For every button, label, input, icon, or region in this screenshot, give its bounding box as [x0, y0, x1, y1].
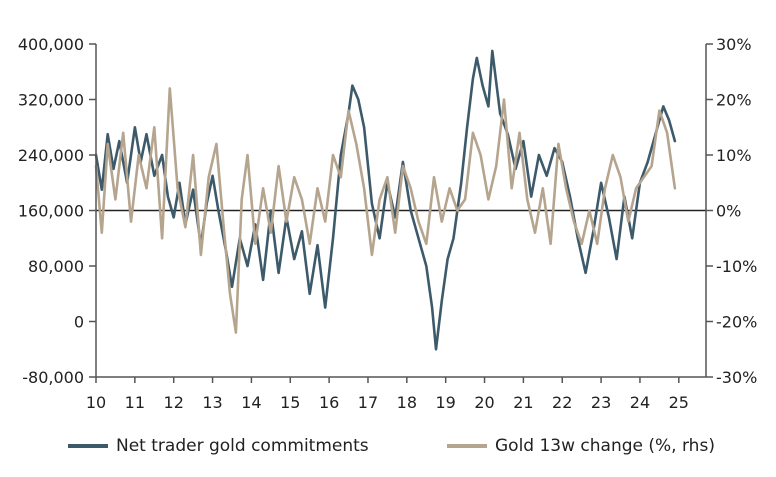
x-tick-label: 24 [630, 393, 650, 412]
left-tick-label: 400,000 [18, 35, 84, 54]
x-tick-label: 10 [86, 393, 106, 412]
right-tick-label: -20% [716, 313, 757, 332]
series-line-gold-change [94, 87, 677, 334]
left-tick-label: 160,000 [18, 202, 84, 221]
left-tick-label: 320,000 [18, 91, 84, 110]
left-tick-label: 80,000 [28, 257, 84, 276]
left-axis-ticks: -80,000 0 80,000 160,000 240,000 320,000 400,0… [18, 35, 96, 387]
x-tick-label: 22 [552, 393, 572, 412]
legend-swatch-gold-change [447, 444, 487, 448]
left-tick-label: 0 [74, 313, 84, 332]
legend-item-net-trader: Net trader gold commitments [68, 436, 369, 456]
legend: Net trader gold commitments Gold 13w cha… [0, 436, 776, 466]
series-line-net-trader [94, 49, 677, 351]
x-tick-label: 13 [202, 393, 222, 412]
x-tick-label: 21 [513, 393, 533, 412]
legend-item-gold-change: Gold 13w change (%, rhs) [447, 436, 715, 456]
x-tick-label: 16 [319, 393, 339, 412]
x-tick-label: 11 [125, 393, 145, 412]
left-tick-label: -80,000 [22, 368, 84, 387]
right-tick-label: 20% [716, 91, 752, 110]
x-tick-label: 15 [280, 393, 300, 412]
left-tick-label: 240,000 [18, 146, 84, 165]
chart-canvas: -80,000 0 80,000 160,000 240,000 320,000 400,0… [18, 35, 758, 412]
x-tick-label: 17 [358, 393, 378, 412]
x-tick-label: 14 [241, 393, 261, 412]
legend-label-net-trader: Net trader gold commitments [116, 436, 369, 456]
right-tick-label: -10% [716, 257, 757, 276]
x-tick-label: 18 [397, 393, 417, 412]
right-tick-label: 30% [716, 35, 752, 54]
x-tick-label: 25 [669, 393, 689, 412]
x-axis-ticks: 10 11 12 13 14 15 16 17 18 19 20 21 22 23 24 25 [86, 377, 689, 412]
x-tick-label: 23 [591, 393, 611, 412]
right-tick-label: -30% [716, 368, 757, 387]
right-axis-ticks: -30% -20% -10% 0% 10% 20% 30% [706, 35, 757, 387]
series-layer [94, 49, 677, 351]
legend-swatch-net-trader [68, 444, 108, 448]
x-tick-label: 20 [474, 393, 494, 412]
legend-label-gold-change: Gold 13w change (%, rhs) [495, 436, 715, 456]
right-tick-label: 10% [716, 146, 752, 165]
x-tick-label: 12 [164, 393, 184, 412]
x-tick-label: 19 [436, 393, 456, 412]
right-tick-label: 0% [716, 202, 741, 221]
